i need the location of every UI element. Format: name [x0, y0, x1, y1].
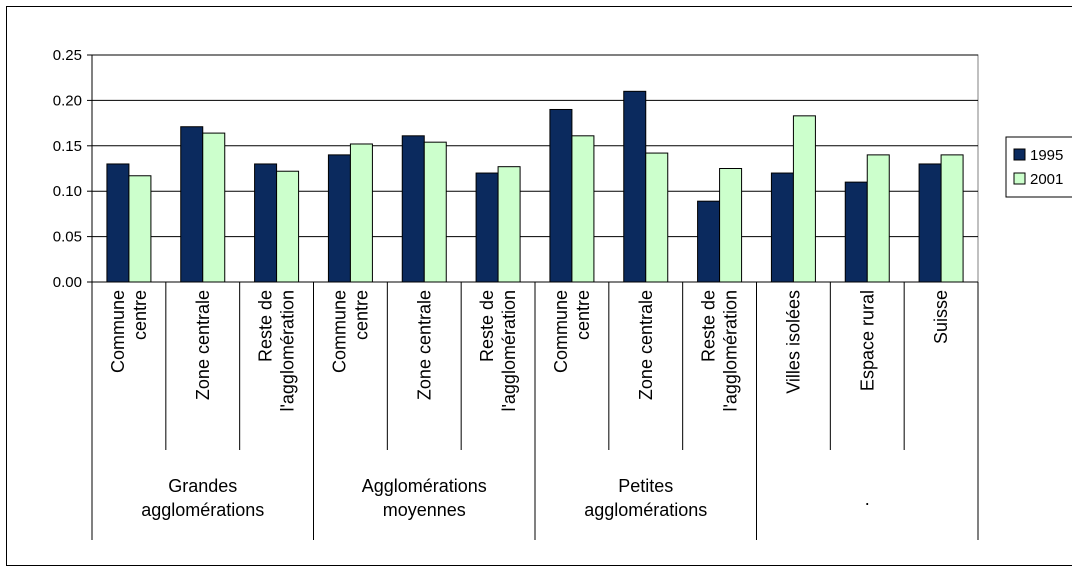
group-label: agglomérations — [141, 500, 264, 520]
category-label: Commune — [551, 290, 571, 373]
bar-2001-8 — [719, 168, 743, 283]
bar-2001-3 — [349, 143, 373, 283]
bar-2001-1 — [202, 132, 226, 283]
bar-2001-2 — [276, 170, 300, 283]
category-label: centre — [351, 290, 371, 340]
category-label: centre — [130, 290, 150, 340]
group-label: Petites — [618, 476, 673, 496]
bar-1995-1 — [180, 126, 204, 283]
bar-1995-3 — [327, 154, 351, 283]
category-label: Reste de — [477, 290, 497, 362]
bar-1995-8 — [697, 200, 721, 283]
category-label: Zone centrale — [193, 290, 213, 400]
legend-box — [1005, 136, 1072, 198]
y-tick-label: 0.00 — [53, 274, 82, 291]
category-label: l'agglomération — [278, 290, 298, 412]
group-label: agglomérations — [584, 500, 707, 520]
y-tick-label: 0.05 — [53, 229, 82, 246]
bar-2001-7 — [645, 152, 669, 283]
bar-2001-11 — [940, 154, 964, 283]
category-label: Villes isolées — [783, 290, 803, 394]
bar-1995-6 — [549, 108, 573, 283]
bar-2001-5 — [497, 166, 521, 283]
legend-label-2001: 2001 — [1030, 171, 1063, 188]
bar-1995-10 — [844, 181, 868, 283]
bar-1995-5 — [475, 172, 499, 283]
bar-1995-2 — [254, 163, 278, 283]
group-label: moyennes — [383, 500, 466, 520]
category-label: Zone centrale — [414, 290, 434, 400]
legend-swatch-2001 — [1013, 172, 1026, 185]
bar-1995-7 — [623, 90, 647, 283]
category-label: Suisse — [931, 290, 951, 344]
group-label: Grandes — [168, 476, 237, 496]
category-label: Zone centrale — [636, 290, 656, 400]
legend-swatch-1995 — [1013, 148, 1026, 161]
bar-2001-0 — [128, 175, 152, 283]
bar-1995-0 — [106, 163, 130, 283]
y-tick-label: 0.15 — [53, 138, 82, 155]
group-label: Agglomérations — [362, 476, 487, 496]
category-label: Espace rural — [857, 290, 877, 391]
category-label: Commune — [108, 290, 128, 373]
category-label: Reste de — [699, 290, 719, 362]
plot-area — [91, 54, 979, 283]
bar-2001-9 — [792, 115, 816, 283]
category-label: l'agglomération — [499, 290, 519, 412]
bar-1995-11 — [918, 163, 942, 283]
category-label: Commune — [329, 290, 349, 373]
bar-2001-6 — [571, 135, 595, 283]
y-tick-label: 0.10 — [53, 183, 82, 200]
y-tick-label: 0.25 — [53, 47, 82, 64]
bar-1995-9 — [770, 172, 794, 283]
group-label: . — [865, 489, 870, 509]
bar-1995-4 — [401, 135, 425, 283]
legend-label-1995: 1995 — [1030, 147, 1063, 164]
category-label: centre — [573, 290, 593, 340]
y-tick-label: 0.20 — [53, 92, 82, 109]
category-label: Reste de — [256, 290, 276, 362]
bar-2001-4 — [423, 141, 447, 283]
category-label: l'agglomération — [721, 290, 741, 412]
bar-2001-10 — [866, 154, 890, 283]
